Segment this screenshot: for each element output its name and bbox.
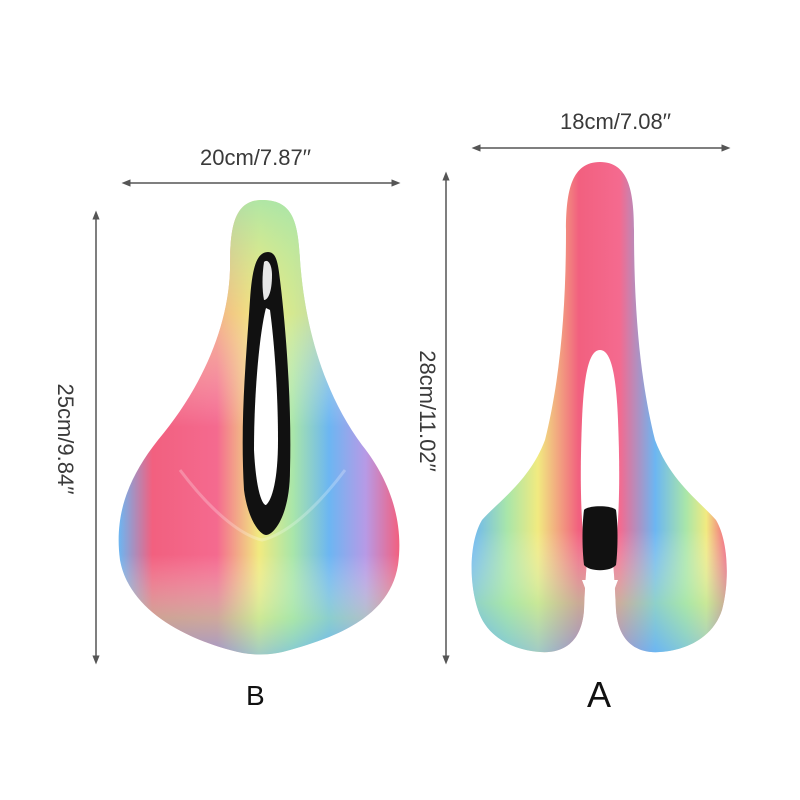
saddle-a-length-label: 28cm/11.02′′ [415,350,440,472]
saddle-a-width-label: 18cm/7.08′′ [560,109,671,134]
saddle-b-letter: B [246,680,265,711]
saddle-b [118,200,400,655]
saddle-a-letter: A [587,674,612,715]
saddle-b-length-label: 25cm/9.84′′ [53,383,78,495]
saddle-a [471,162,727,653]
saddle-b-width-label: 20cm/7.87′′ [200,145,311,170]
